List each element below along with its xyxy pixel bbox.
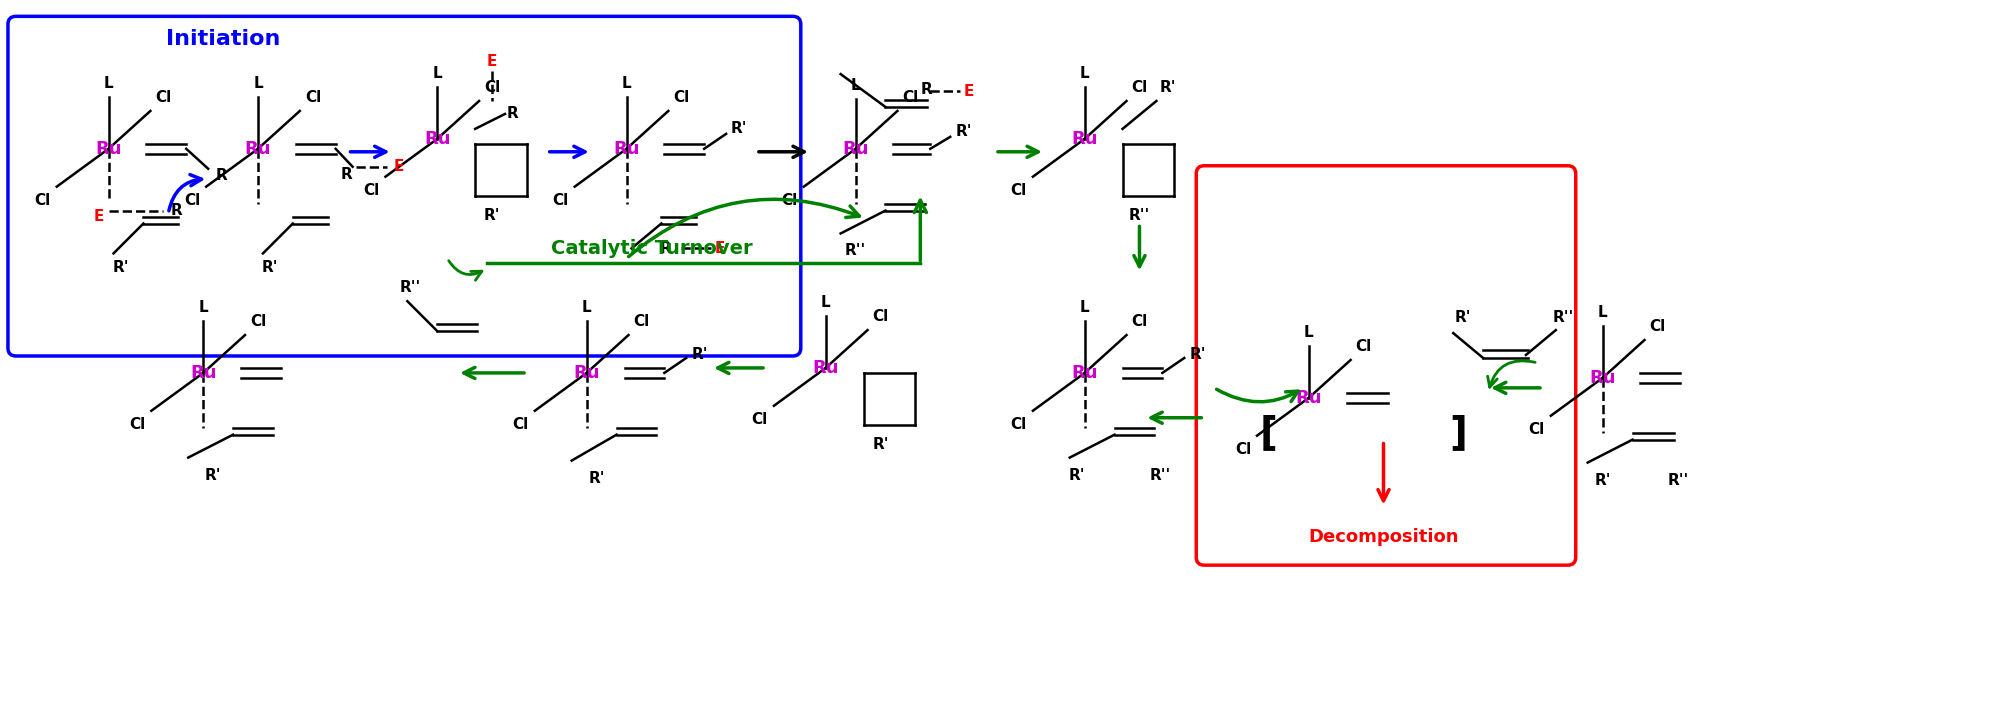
Text: Ru: Ru [573, 364, 599, 382]
Text: L: L [432, 66, 442, 81]
Text: Cl: Cl [155, 90, 171, 105]
Text: R'': R'' [1554, 310, 1574, 325]
Text: L: L [253, 76, 263, 91]
Text: L: L [850, 78, 860, 93]
Text: Ru: Ru [424, 130, 450, 148]
Text: Ru: Ru [1296, 389, 1323, 407]
Text: Cl: Cl [1011, 417, 1027, 432]
Text: [: [ [1260, 413, 1278, 452]
Text: L: L [621, 76, 631, 91]
Text: R'': R'' [1150, 467, 1170, 482]
Text: R': R' [1594, 472, 1610, 487]
Text: R': R' [732, 122, 748, 136]
Text: R: R [215, 168, 227, 183]
Text: R': R' [589, 470, 605, 486]
Text: Catalytic Turnover: Catalytic Turnover [551, 239, 752, 258]
Text: L: L [820, 295, 830, 310]
Text: Cl: Cl [902, 90, 919, 105]
Text: L: L [105, 76, 113, 91]
Text: L: L [1598, 305, 1608, 320]
Text: E: E [963, 84, 973, 98]
Text: R'': R'' [400, 280, 420, 295]
Text: Ru: Ru [1590, 369, 1616, 387]
Text: R': R' [113, 260, 129, 276]
Text: Cl: Cl [1650, 319, 1666, 334]
Text: Cl: Cl [306, 90, 322, 105]
Text: Cl: Cl [484, 80, 500, 95]
Text: Decomposition: Decomposition [1309, 528, 1459, 546]
Text: Cl: Cl [633, 314, 649, 329]
Text: R: R [659, 241, 671, 256]
FancyBboxPatch shape [8, 16, 800, 356]
Text: L: L [1079, 66, 1089, 81]
Text: Ru: Ru [1071, 130, 1097, 148]
Text: R': R' [955, 124, 971, 139]
Text: R': R' [261, 260, 277, 276]
Text: R: R [921, 82, 933, 96]
Text: L: L [199, 300, 207, 315]
Text: Cl: Cl [364, 183, 380, 198]
Text: E: E [714, 241, 724, 256]
Text: R': R' [872, 437, 888, 451]
Text: R'': R'' [1668, 472, 1688, 487]
Text: R': R' [1455, 310, 1471, 325]
Text: R': R' [1069, 467, 1085, 482]
Text: R'': R'' [1130, 207, 1150, 223]
Text: Cl: Cl [872, 309, 888, 324]
Text: L: L [1079, 300, 1089, 315]
Text: E: E [92, 209, 105, 224]
Text: Cl: Cl [1530, 422, 1546, 437]
Text: R': R' [1190, 347, 1206, 363]
Text: Cl: Cl [673, 90, 689, 105]
Text: Ru: Ru [1071, 364, 1097, 382]
Text: Cl: Cl [1355, 339, 1373, 354]
Text: R': R' [691, 347, 708, 363]
Text: Ru: Ru [94, 140, 123, 157]
Text: R: R [171, 203, 183, 218]
Text: Cl: Cl [1011, 183, 1027, 198]
Text: Cl: Cl [1234, 441, 1250, 457]
Text: Cl: Cl [1132, 314, 1148, 329]
Text: Cl: Cl [553, 193, 569, 207]
Text: Ru: Ru [189, 364, 217, 382]
Text: Cl: Cl [752, 412, 768, 427]
Text: Ru: Ru [842, 140, 868, 157]
Text: Cl: Cl [249, 314, 265, 329]
Text: Cl: Cl [1132, 80, 1148, 95]
Text: R': R' [484, 207, 500, 223]
Text: R': R' [1160, 79, 1176, 94]
Text: L: L [1304, 325, 1315, 340]
Text: E: E [394, 160, 404, 174]
Text: E: E [486, 54, 496, 69]
Text: Cl: Cl [185, 193, 201, 207]
Text: Ru: Ru [812, 359, 838, 377]
Text: L: L [581, 300, 591, 315]
Text: R'': R'' [844, 243, 866, 259]
Text: Cl: Cl [782, 193, 798, 207]
Text: Cl: Cl [34, 193, 50, 207]
Text: Ru: Ru [613, 140, 639, 157]
Text: R': R' [205, 467, 221, 482]
Text: R: R [342, 167, 352, 182]
Text: Ru: Ru [245, 140, 271, 157]
Text: R: R [507, 106, 519, 122]
Text: Cl: Cl [129, 417, 145, 432]
Text: ]: ] [1449, 413, 1467, 452]
FancyBboxPatch shape [1196, 166, 1576, 565]
Text: Initiation: Initiation [167, 30, 279, 49]
Text: Cl: Cl [513, 417, 529, 432]
